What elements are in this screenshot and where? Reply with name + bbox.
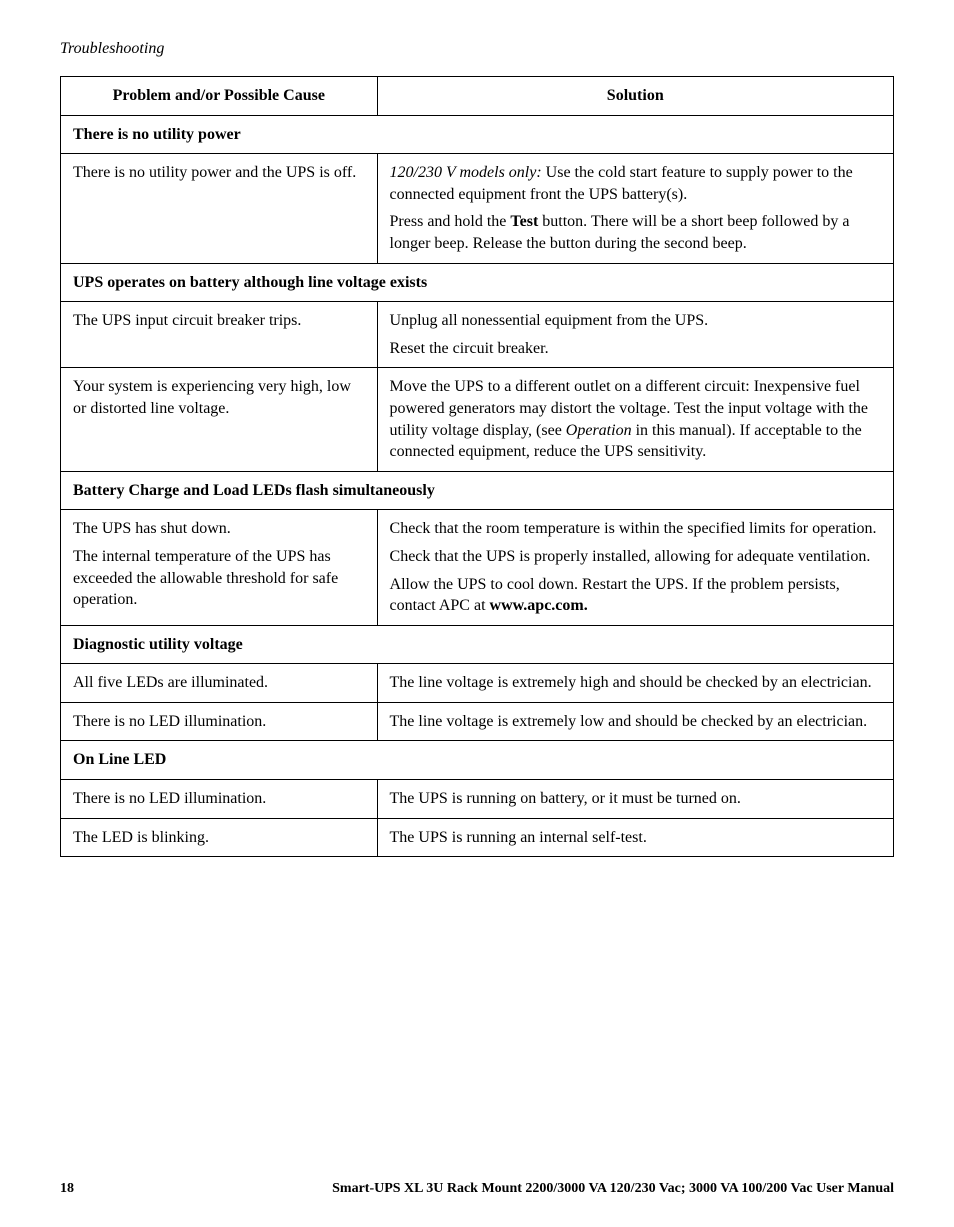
table-row: There is no utility power and the UPS is… <box>61 154 894 263</box>
col-header-cause: Problem and/or Possible Cause <box>61 77 378 116</box>
section-header-row: Diagnostic utility voltage <box>61 625 894 664</box>
cause-cell: There is no LED illumination. <box>61 780 378 819</box>
table-row: There is no LED illumination. The line v… <box>61 702 894 741</box>
solution-cell: 120/230 V models only: Use the cold star… <box>377 154 893 263</box>
troubleshoot-table: Problem and/or Possible Cause Solution T… <box>60 76 894 857</box>
section-header-row: There is no utility power <box>61 115 894 154</box>
cause-cell: There is no utility power and the UPS is… <box>61 154 378 263</box>
section-header-row: Battery Charge and Load LEDs flash simul… <box>61 471 894 510</box>
section-title: UPS operates on battery although line vo… <box>61 263 894 302</box>
text-before: Press and hold the <box>390 213 511 230</box>
solution-para: Press and hold the Test button. There wi… <box>390 211 881 254</box>
section-header-row: On Line LED <box>61 741 894 780</box>
doc-title: Smart-UPS XL 3U Rack Mount 2200/3000 VA … <box>332 1181 894 1197</box>
solution-para: Allow the UPS to cool down. Restart the … <box>390 574 881 617</box>
italic-prefix: 120/230 V models only: <box>390 164 542 181</box>
section-title: There is no utility power <box>61 115 894 154</box>
bold-link-text: www.apc.com. <box>490 597 588 614</box>
page-footer: 18 Smart-UPS XL 3U Rack Mount 2200/3000 … <box>60 1181 894 1197</box>
section-title: Battery Charge and Load LEDs flash simul… <box>61 471 894 510</box>
italic-text: Operation <box>566 422 632 439</box>
table-row: The UPS has shut down. The internal temp… <box>61 510 894 625</box>
table-row: The UPS input circuit breaker trips. Unp… <box>61 302 894 368</box>
solution-cell: Move the UPS to a different outlet on a … <box>377 368 893 471</box>
table-row: There is no LED illumination. The UPS is… <box>61 780 894 819</box>
solution-para: 120/230 V models only: Use the cold star… <box>390 162 881 205</box>
cause-para: The internal temperature of the UPS has … <box>73 546 365 611</box>
text-before: Allow the UPS to cool down. Restart the … <box>390 576 840 615</box>
bold-text: Test <box>510 213 538 230</box>
table-row: All five LEDs are illuminated. The line … <box>61 664 894 703</box>
section-header-row: UPS operates on battery although line vo… <box>61 263 894 302</box>
cause-cell: There is no LED illumination. <box>61 702 378 741</box>
solution-cell: Check that the room temperature is withi… <box>377 510 893 625</box>
solution-para: Check that the room temperature is withi… <box>390 518 881 540</box>
cause-cell: The UPS has shut down. The internal temp… <box>61 510 378 625</box>
solution-cell: The line voltage is extremely high and s… <box>377 664 893 703</box>
solution-cell: Unplug all nonessential equipment from t… <box>377 302 893 368</box>
cause-cell: Your system is experiencing very high, l… <box>61 368 378 471</box>
table-row: Your system is experiencing very high, l… <box>61 368 894 471</box>
col-header-solution: Solution <box>377 77 893 116</box>
cause-cell: All five LEDs are illuminated. <box>61 664 378 703</box>
solution-para: Reset the circuit breaker. <box>390 338 881 360</box>
section-title: On Line LED <box>61 741 894 780</box>
cause-cell: The LED is blinking. <box>61 818 378 857</box>
section-title: Diagnostic utility voltage <box>61 625 894 664</box>
page-header: Troubleshooting <box>60 40 894 58</box>
solution-cell: The line voltage is extremely low and sh… <box>377 702 893 741</box>
cause-para: The UPS has shut down. <box>73 518 365 540</box>
table-header-row: Problem and/or Possible Cause Solution <box>61 77 894 116</box>
solution-cell: The UPS is running an internal self-test… <box>377 818 893 857</box>
table-row: The LED is blinking. The UPS is running … <box>61 818 894 857</box>
solution-cell: The UPS is running on battery, or it mus… <box>377 780 893 819</box>
page-number: 18 <box>60 1181 74 1197</box>
cause-cell: The UPS input circuit breaker trips. <box>61 302 378 368</box>
solution-para: Unplug all nonessential equipment from t… <box>390 310 881 332</box>
solution-para: Check that the UPS is properly installed… <box>390 546 881 568</box>
